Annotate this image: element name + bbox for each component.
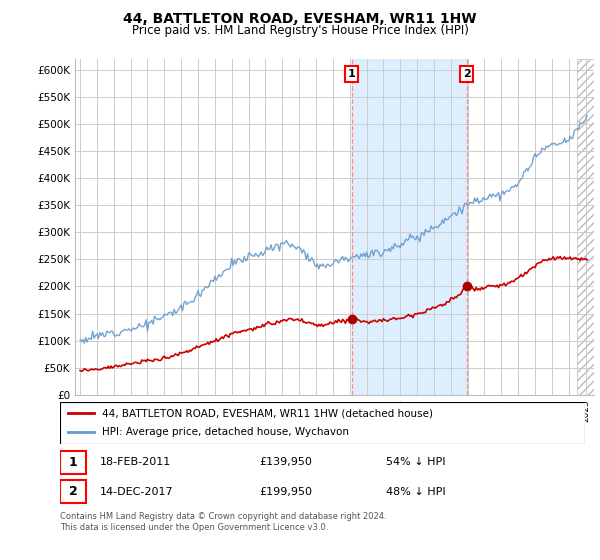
Text: 44, BATTLETON ROAD, EVESHAM, WR11 1HW: 44, BATTLETON ROAD, EVESHAM, WR11 1HW: [123, 12, 477, 26]
Text: 54% ↓ HPI: 54% ↓ HPI: [386, 458, 445, 468]
Bar: [577, 59, 594, 395]
Text: HPI: Average price, detached house, Wychavon: HPI: Average price, detached house, Wych…: [102, 427, 349, 437]
Bar: [577, 59, 594, 395]
Text: 48% ↓ HPI: 48% ↓ HPI: [386, 487, 445, 497]
Text: 1: 1: [69, 456, 77, 469]
Text: 44, BATTLETON ROAD, EVESHAM, WR11 1HW (detached house): 44, BATTLETON ROAD, EVESHAM, WR11 1HW (d…: [102, 408, 433, 418]
Bar: [60, 451, 86, 474]
Text: 1: 1: [348, 69, 356, 79]
Text: 14-DEC-2017: 14-DEC-2017: [100, 487, 173, 497]
Text: 18-FEB-2011: 18-FEB-2011: [100, 458, 170, 468]
Text: Price paid vs. HM Land Registry's House Price Index (HPI): Price paid vs. HM Land Registry's House …: [131, 24, 469, 36]
Bar: [60, 480, 86, 503]
Text: 2: 2: [69, 485, 77, 498]
Text: 2: 2: [463, 69, 470, 79]
Text: Contains HM Land Registry data © Crown copyright and database right 2024.
This d: Contains HM Land Registry data © Crown c…: [60, 512, 386, 532]
Text: £199,950: £199,950: [260, 487, 313, 497]
Bar: [352, 59, 467, 395]
Text: £139,950: £139,950: [260, 458, 313, 468]
